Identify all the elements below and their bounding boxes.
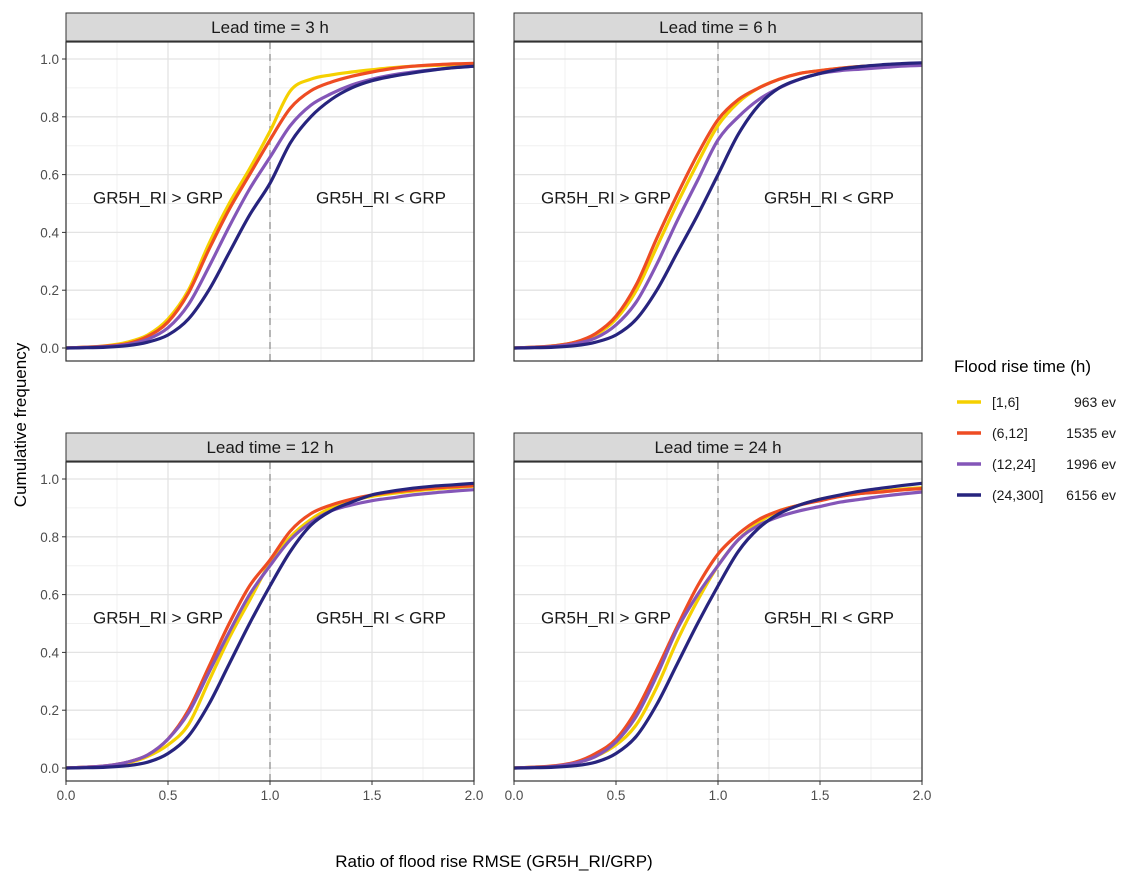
x-tick-label: 1.5 — [811, 788, 830, 803]
x-tick-label: 0.0 — [505, 788, 524, 803]
x-tick-label: 1.5 — [363, 788, 382, 803]
y-tick-label: 1.0 — [40, 472, 59, 487]
legend: Flood rise time (h) [1,6] 963 ev (6,12] 153… — [954, 357, 1116, 503]
series-line-24-300 — [65, 481, 475, 770]
annotation-right: GR5H_RI < GRP — [764, 609, 894, 628]
series-line-24-300 — [513, 481, 923, 770]
legend-label: (24,300] — [992, 487, 1043, 503]
facet-panel: Lead time = 24 h GR5H_RI > GRP GR5H_RI < G… — [505, 432, 932, 803]
legend-count: 1996 ev — [1066, 456, 1116, 472]
x-tick-label: 0.0 — [57, 788, 76, 803]
y-tick-label: 0.2 — [40, 703, 59, 718]
y-tick-label: 0.8 — [40, 110, 59, 125]
y-tick-label: 0.4 — [40, 645, 59, 660]
y-tick-label: 0.8 — [40, 530, 59, 545]
y-axis-label: Cumulative frequency — [11, 342, 30, 507]
facet-strip — [65, 12, 475, 42]
facet-strip — [513, 12, 923, 42]
x-tick-label: 2.0 — [465, 788, 484, 803]
panels: Lead time = 3 h GR5H_RI > GRP GR5H_RI < GR… — [40, 12, 932, 803]
y-tick-label: 0.4 — [40, 225, 59, 240]
legend-item: (6,12] 1535 ev — [957, 425, 1116, 441]
annotation-left: GR5H_RI > GRP — [541, 189, 671, 208]
annotation-left: GR5H_RI > GRP — [541, 609, 671, 628]
series-line-12-24 — [65, 488, 475, 770]
legend-title: Flood rise time (h) — [954, 357, 1091, 376]
legend-item: (24,300] 6156 ev — [957, 487, 1116, 503]
facet-strip — [65, 432, 475, 462]
x-tick-label: 1.0 — [261, 788, 280, 803]
legend-count: 6156 ev — [1066, 487, 1116, 503]
y-tick-label: 0.6 — [40, 588, 59, 603]
legend-item: [1,6] 963 ev — [957, 394, 1116, 410]
y-tick-label: 1.0 — [40, 52, 59, 67]
legend-count: 963 ev — [1074, 394, 1116, 410]
facet-title: Lead time = 6 h — [659, 18, 777, 37]
panel-border — [65, 41, 475, 362]
legend-label: [1,6] — [992, 394, 1019, 410]
y-tick-label: 0.0 — [40, 761, 59, 776]
annotation-left: GR5H_RI > GRP — [93, 609, 223, 628]
x-axis-label: Ratio of flood rise RMSE (GR5H_RI/GRP) — [335, 852, 652, 871]
annotation-right: GR5H_RI < GRP — [764, 189, 894, 208]
y-tick-label: 0.6 — [40, 168, 59, 183]
annotation-left: GR5H_RI > GRP — [93, 189, 223, 208]
facet-strip — [513, 432, 923, 462]
facet-panel: Lead time = 6 h GR5H_RI > GRP GR5H_RI < GR… — [513, 12, 923, 362]
legend-count: 1535 ev — [1066, 425, 1116, 441]
x-tick-label: 0.5 — [159, 788, 178, 803]
x-tick-label: 0.5 — [607, 788, 626, 803]
y-tick-label: 0.2 — [40, 283, 59, 298]
facet-panel: Lead time = 3 h GR5H_RI > GRP GR5H_RI < GR… — [40, 12, 475, 362]
x-tick-label: 2.0 — [913, 788, 932, 803]
legend-item: (12,24] 1996 ev — [957, 456, 1116, 472]
legend-label: (12,24] — [992, 456, 1036, 472]
facet-panel: Lead time = 12 h GR5H_RI > GRP GR5H_RI < G… — [40, 432, 484, 803]
series-line-24-300 — [513, 61, 923, 350]
facet-title: Lead time = 3 h — [211, 18, 329, 37]
legend-label: (6,12] — [992, 425, 1028, 441]
facet-title: Lead time = 24 h — [654, 438, 781, 457]
series-line-12-24 — [513, 490, 923, 770]
y-tick-label: 0.0 — [40, 341, 59, 356]
x-tick-label: 1.0 — [709, 788, 728, 803]
facet-title: Lead time = 12 h — [206, 438, 333, 457]
series-line-12-24 — [513, 63, 923, 350]
annotation-right: GR5H_RI < GRP — [316, 189, 446, 208]
series-line-24-300 — [65, 64, 475, 350]
panel-border — [513, 41, 923, 362]
annotation-right: GR5H_RI < GRP — [316, 609, 446, 628]
